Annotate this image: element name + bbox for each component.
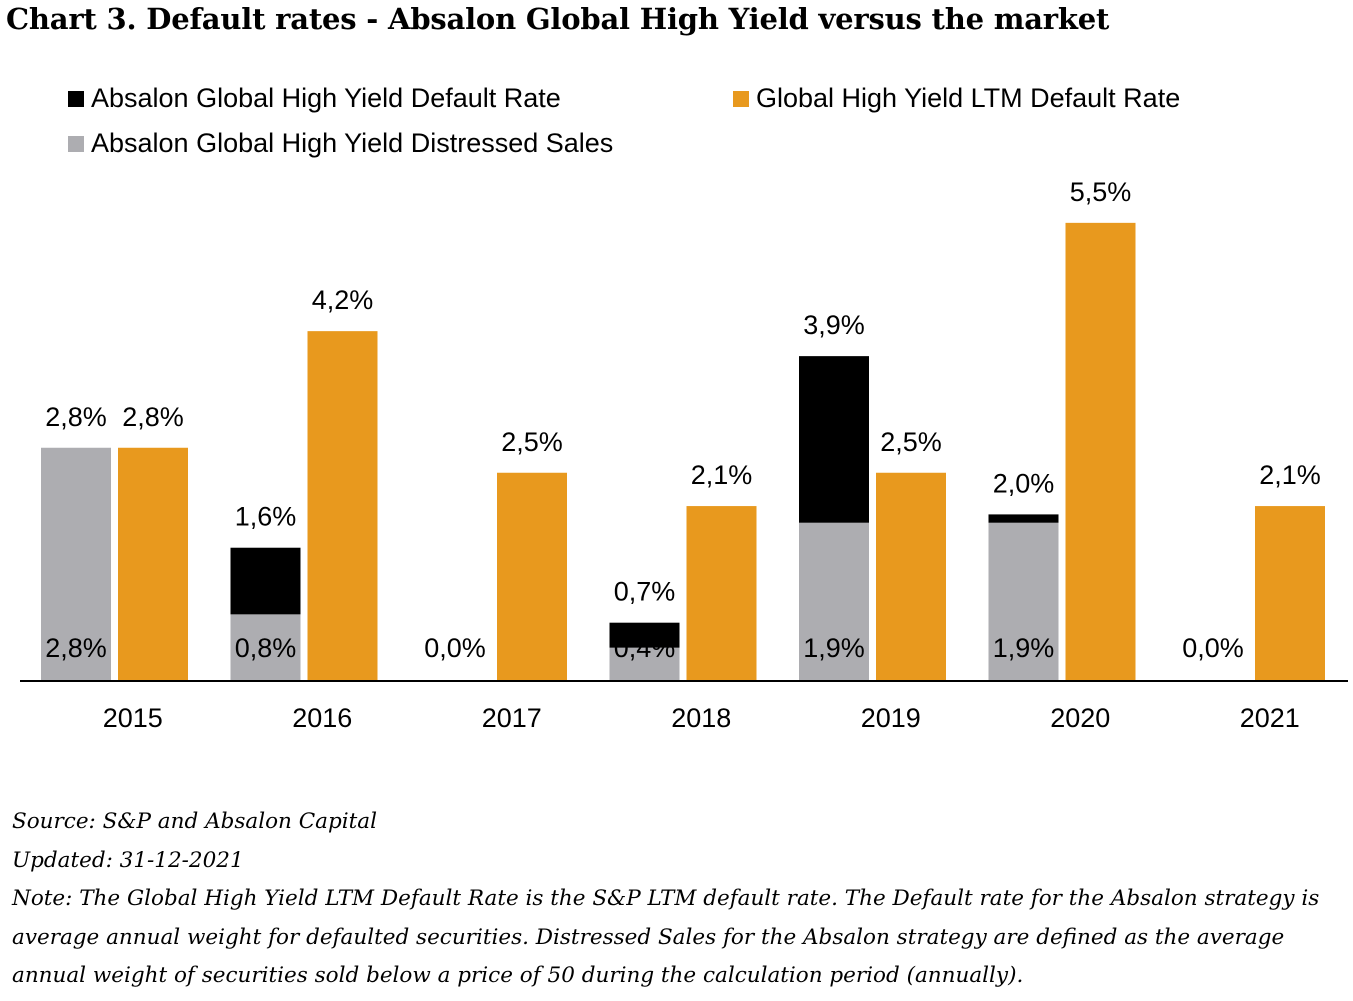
label-distressed-sales-2020: 1,9% [993, 633, 1055, 663]
bar-default-rate-2016 [230, 547, 301, 615]
bar-default-rate-2018 [609, 622, 680, 648]
label-distressed-sales-2015: 2,8% [45, 633, 107, 663]
x-tick-2016: 2016 [292, 703, 352, 733]
legend-label-distressed-sales: Absalon Global High Yield Distressed Sal… [91, 128, 614, 158]
legend-swatch-default-rate [68, 90, 84, 107]
bar-ltm-default-rate-2020 [1065, 222, 1136, 681]
label-distressed-sales-2019: 1,9% [803, 633, 865, 663]
legend-swatch-distressed-sales [68, 135, 84, 152]
label-ltm-default-rate-2021: 2,1% [1259, 460, 1321, 490]
legend-label-ltm-rate: Global High Yield LTM Default Rate [756, 83, 1181, 113]
bar-ltm-default-rate-2017 [497, 472, 567, 681]
label-distressed-sales-2017: 0,0% [424, 633, 486, 663]
label-default-rate-2019: 3,9% [803, 310, 865, 340]
updated-note: Updated: 31-12-2021 [12, 847, 244, 873]
label-ltm-default-rate-2018: 2,1% [691, 460, 753, 490]
bar-ltm-default-rate-2019 [876, 472, 946, 681]
bar-default-rate-2020 [988, 514, 1059, 523]
label-distressed-sales-2016: 0,8% [235, 633, 297, 663]
legend-swatch-ltm-rate [733, 90, 749, 107]
legend-label-default-rate: Absalon Global High Yield Default Rate [91, 83, 561, 113]
bar-distressed-sales-2020 [988, 522, 1059, 681]
label-ltm-default-rate-2017: 2,5% [501, 427, 563, 457]
label-distressed-sales-2018: 0,4% [614, 633, 676, 663]
chart-title: Chart 3. Default rates - Absalon Global … [6, 2, 1110, 36]
x-tick-2018: 2018 [671, 703, 731, 733]
label-distressed-sales-2021: 0,0% [1182, 633, 1244, 663]
label-ltm-default-rate-2019: 2,5% [880, 427, 942, 457]
x-tick-2017: 2017 [482, 703, 542, 733]
label-default-rate-2016: 1,6% [235, 502, 297, 532]
label-ltm-default-rate-2016: 4,2% [312, 285, 374, 315]
label-default-rate-2015: 2,8% [45, 402, 107, 432]
legend-item-ltm-rate: Global High Yield LTM Default Rate [733, 83, 1180, 114]
bar-default-rate-2019 [799, 356, 869, 523]
bar-distressed-sales-2019 [799, 522, 869, 681]
x-tick-2020: 2020 [1050, 703, 1110, 733]
bar-ltm-default-rate-2016 [307, 331, 378, 681]
legend-item-distressed-sales: Absalon Global High Yield Distressed Sal… [68, 128, 613, 159]
legend-item-default-rate: Absalon Global High Yield Default Rate [68, 83, 561, 114]
x-tick-2019: 2019 [861, 703, 921, 733]
bar-distressed-sales-2018 [609, 647, 680, 681]
x-tick-2021: 2021 [1240, 703, 1300, 733]
chart-notes: Source: S&P and Absalon Capital Updated:… [12, 803, 1342, 996]
bar-ltm-default-rate-2021 [1255, 506, 1325, 681]
label-default-rate-2018: 0,7% [614, 577, 676, 607]
x-tick-2015: 2015 [103, 703, 163, 733]
chart-plot: 2,8% 2,8% 2,8% 2015 0,8% 1,6% 4,2% 2016 0,0% 2,5%… [20, 177, 1348, 733]
bar-distressed-sales-2015 [41, 447, 111, 681]
bar-ltm-default-rate-2018 [686, 506, 757, 681]
bar-distressed-sales-2016 [230, 614, 301, 681]
bar-ltm-default-rate-2015 [118, 447, 188, 681]
source-note: Source: S&P and Absalon Capital [12, 809, 377, 834]
label-ltm-default-rate-2015: 2,8% [122, 402, 184, 432]
methodology-note: Note: The Global High Yield LTM Default … [12, 886, 1320, 988]
label-ltm-default-rate-2020: 5,5% [1070, 177, 1132, 207]
label-default-rate-2020: 2,0% [993, 468, 1055, 498]
